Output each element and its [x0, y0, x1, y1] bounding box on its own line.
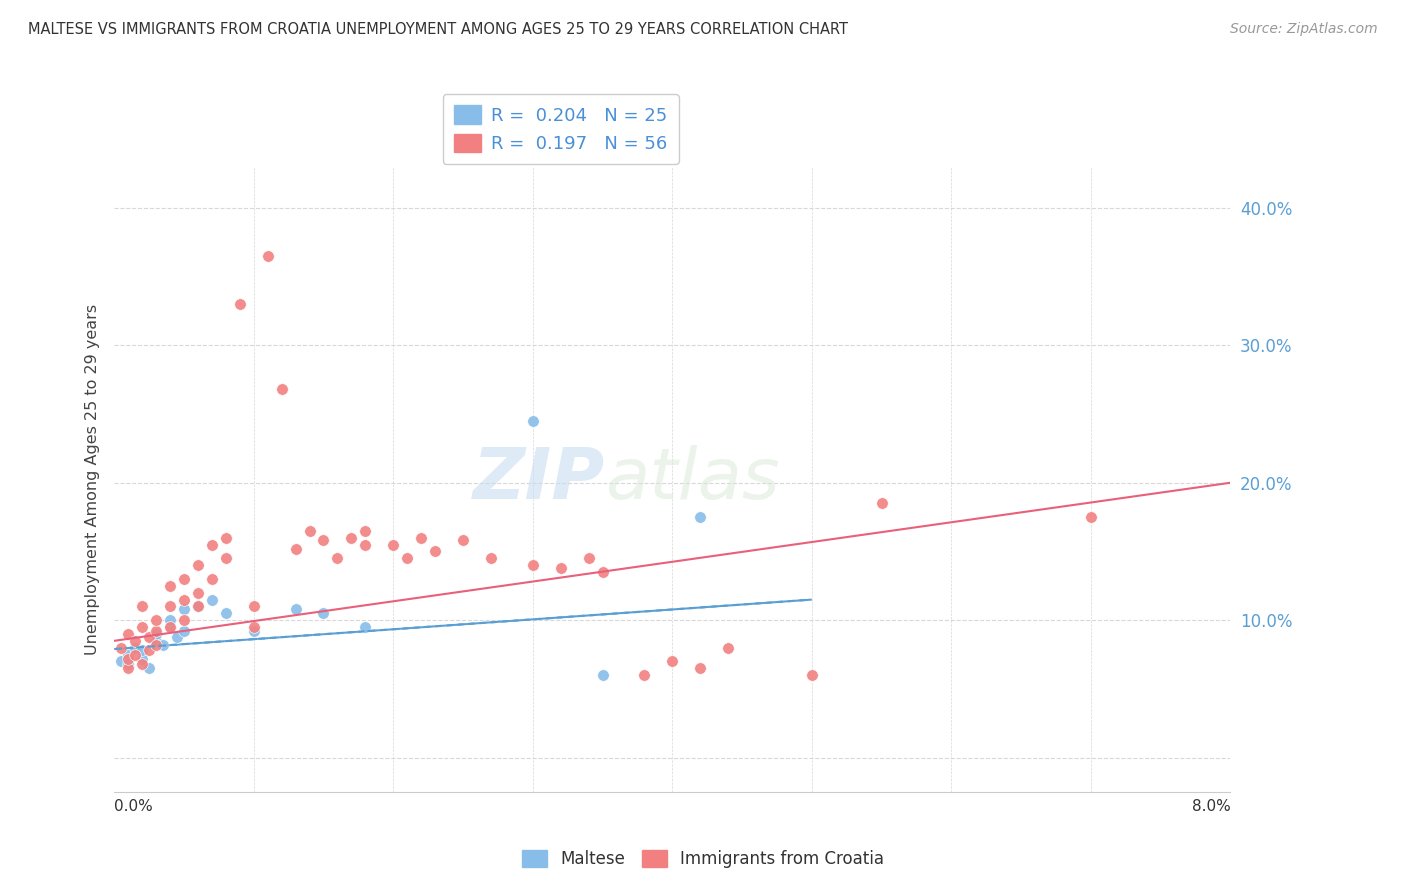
Point: [215, 607, 238, 621]
Point: [354, 620, 377, 634]
Point: [145, 613, 167, 627]
Point: [242, 620, 264, 634]
Point: [124, 648, 146, 662]
Point: [256, 249, 278, 263]
Point: [592, 565, 614, 579]
Point: [242, 599, 264, 614]
Point: [187, 558, 209, 573]
Point: [173, 624, 195, 639]
Point: [270, 382, 292, 396]
Point: [152, 638, 174, 652]
Point: [110, 655, 132, 669]
Y-axis label: Unemployment Among Ages 25 to 29 years: Unemployment Among Ages 25 to 29 years: [86, 304, 100, 655]
Point: [870, 496, 893, 510]
Point: [124, 640, 146, 655]
Point: [187, 599, 209, 614]
Point: [284, 602, 307, 616]
Text: ZIP: ZIP: [472, 445, 606, 514]
Text: 8.0%: 8.0%: [1192, 799, 1230, 814]
Point: [284, 541, 307, 556]
Point: [145, 638, 167, 652]
Point: [717, 640, 740, 655]
Point: [382, 538, 405, 552]
Point: [131, 657, 153, 672]
Point: [354, 538, 377, 552]
Point: [117, 651, 139, 665]
Point: [689, 661, 711, 675]
Point: [411, 531, 433, 545]
Point: [159, 613, 181, 627]
Point: [215, 551, 238, 566]
Text: atlas: atlas: [606, 445, 780, 514]
Point: [124, 633, 146, 648]
Point: [145, 624, 167, 639]
Point: [173, 592, 195, 607]
Point: [201, 538, 224, 552]
Point: [689, 510, 711, 524]
Point: [159, 579, 181, 593]
Point: [138, 661, 160, 675]
Text: Source: ZipAtlas.com: Source: ZipAtlas.com: [1230, 22, 1378, 37]
Point: [110, 640, 132, 655]
Point: [117, 648, 139, 662]
Point: [117, 627, 139, 641]
Point: [131, 620, 153, 634]
Point: [550, 561, 572, 575]
Point: [159, 620, 181, 634]
Text: 0.0%: 0.0%: [114, 799, 153, 814]
Point: [451, 533, 474, 548]
Point: [800, 668, 823, 682]
Point: [229, 297, 252, 311]
Point: [187, 599, 209, 614]
Point: [215, 531, 238, 545]
Point: [522, 558, 544, 573]
Point: [201, 572, 224, 586]
Point: [298, 524, 321, 538]
Point: [173, 602, 195, 616]
Point: [131, 599, 153, 614]
Point: [117, 661, 139, 675]
Point: [131, 643, 153, 657]
Point: [1080, 510, 1102, 524]
Point: [145, 627, 167, 641]
Point: [326, 551, 349, 566]
Legend: R =  0.204   N = 25, R =  0.197   N = 56: R = 0.204 N = 25, R = 0.197 N = 56: [443, 95, 679, 164]
Text: MALTESE VS IMMIGRANTS FROM CROATIA UNEMPLOYMENT AMONG AGES 25 TO 29 YEARS CORREL: MALTESE VS IMMIGRANTS FROM CROATIA UNEMP…: [28, 22, 848, 37]
Point: [131, 651, 153, 665]
Point: [633, 668, 655, 682]
Point: [242, 624, 264, 639]
Point: [173, 613, 195, 627]
Point: [117, 657, 139, 672]
Point: [312, 607, 335, 621]
Legend: Maltese, Immigrants from Croatia: Maltese, Immigrants from Croatia: [515, 843, 891, 875]
Point: [661, 655, 683, 669]
Point: [187, 585, 209, 599]
Point: [159, 620, 181, 634]
Point: [138, 643, 160, 657]
Point: [173, 572, 195, 586]
Point: [354, 524, 377, 538]
Point: [578, 551, 600, 566]
Point: [166, 630, 188, 644]
Point: [423, 544, 446, 558]
Point: [592, 668, 614, 682]
Point: [479, 551, 502, 566]
Point: [340, 531, 363, 545]
Point: [312, 533, 335, 548]
Point: [201, 592, 224, 607]
Point: [145, 633, 167, 648]
Point: [396, 551, 419, 566]
Point: [159, 599, 181, 614]
Point: [522, 414, 544, 428]
Point: [138, 630, 160, 644]
